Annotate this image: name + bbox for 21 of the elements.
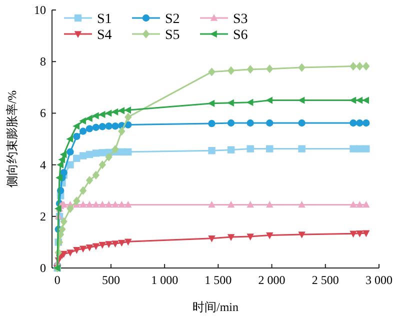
- y-tick-label: 6: [40, 106, 46, 120]
- x-tick-label: 1 000: [151, 273, 178, 287]
- y-tick-label: 8: [40, 54, 46, 69]
- x-tick-label: 2 000: [258, 273, 286, 287]
- legend-label: S6: [233, 28, 248, 43]
- x-tick-label: 500: [102, 273, 120, 287]
- x-tick-label: 2 500: [312, 273, 339, 287]
- y-tick-label: 0: [40, 261, 46, 275]
- legend-label: S4: [97, 28, 112, 43]
- legend-label: S3: [233, 12, 248, 27]
- legend-label: S2: [165, 12, 180, 27]
- legend-label: S1: [97, 12, 112, 27]
- y-axis-title: 侧向约束膨胀率/%: [5, 90, 19, 188]
- x-axis-title: 时间/min: [192, 300, 239, 314]
- x-tick-label: 1 500: [204, 273, 232, 287]
- x-tick-label: 3 000: [366, 273, 392, 287]
- legend-label: S5: [165, 28, 180, 43]
- y-tick-label: 2: [40, 209, 46, 224]
- y-tick-label: 4: [40, 158, 46, 172]
- x-tick-label: 0: [54, 273, 60, 287]
- y-tick-label: 10: [34, 3, 46, 17]
